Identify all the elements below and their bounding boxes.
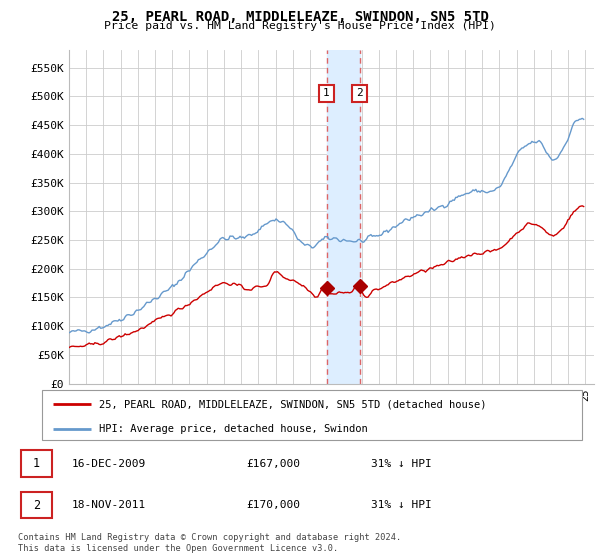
Text: HPI: Average price, detached house, Swindon: HPI: Average price, detached house, Swin… bbox=[98, 424, 367, 434]
Bar bbox=[326, 50, 359, 384]
Text: £170,000: £170,000 bbox=[246, 500, 300, 510]
FancyBboxPatch shape bbox=[21, 492, 52, 519]
Text: 31% ↓ HPI: 31% ↓ HPI bbox=[371, 500, 432, 510]
Text: 25, PEARL ROAD, MIDDLELEAZE, SWINDON, SN5 5TD (detached house): 25, PEARL ROAD, MIDDLELEAZE, SWINDON, SN… bbox=[98, 399, 486, 409]
Text: 18-NOV-2011: 18-NOV-2011 bbox=[72, 500, 146, 510]
Text: 1: 1 bbox=[323, 88, 330, 99]
FancyBboxPatch shape bbox=[42, 390, 582, 440]
Text: 2: 2 bbox=[356, 88, 363, 99]
Text: Price paid vs. HM Land Registry's House Price Index (HPI): Price paid vs. HM Land Registry's House … bbox=[104, 21, 496, 31]
Text: Contains HM Land Registry data © Crown copyright and database right 2024.
This d: Contains HM Land Registry data © Crown c… bbox=[18, 533, 401, 553]
Text: £167,000: £167,000 bbox=[246, 459, 300, 469]
Text: 1: 1 bbox=[33, 457, 40, 470]
Text: 2: 2 bbox=[33, 498, 40, 511]
Text: 31% ↓ HPI: 31% ↓ HPI bbox=[371, 459, 432, 469]
FancyBboxPatch shape bbox=[21, 450, 52, 477]
Text: 25, PEARL ROAD, MIDDLELEAZE, SWINDON, SN5 5TD: 25, PEARL ROAD, MIDDLELEAZE, SWINDON, SN… bbox=[112, 10, 488, 24]
Text: 16-DEC-2009: 16-DEC-2009 bbox=[72, 459, 146, 469]
